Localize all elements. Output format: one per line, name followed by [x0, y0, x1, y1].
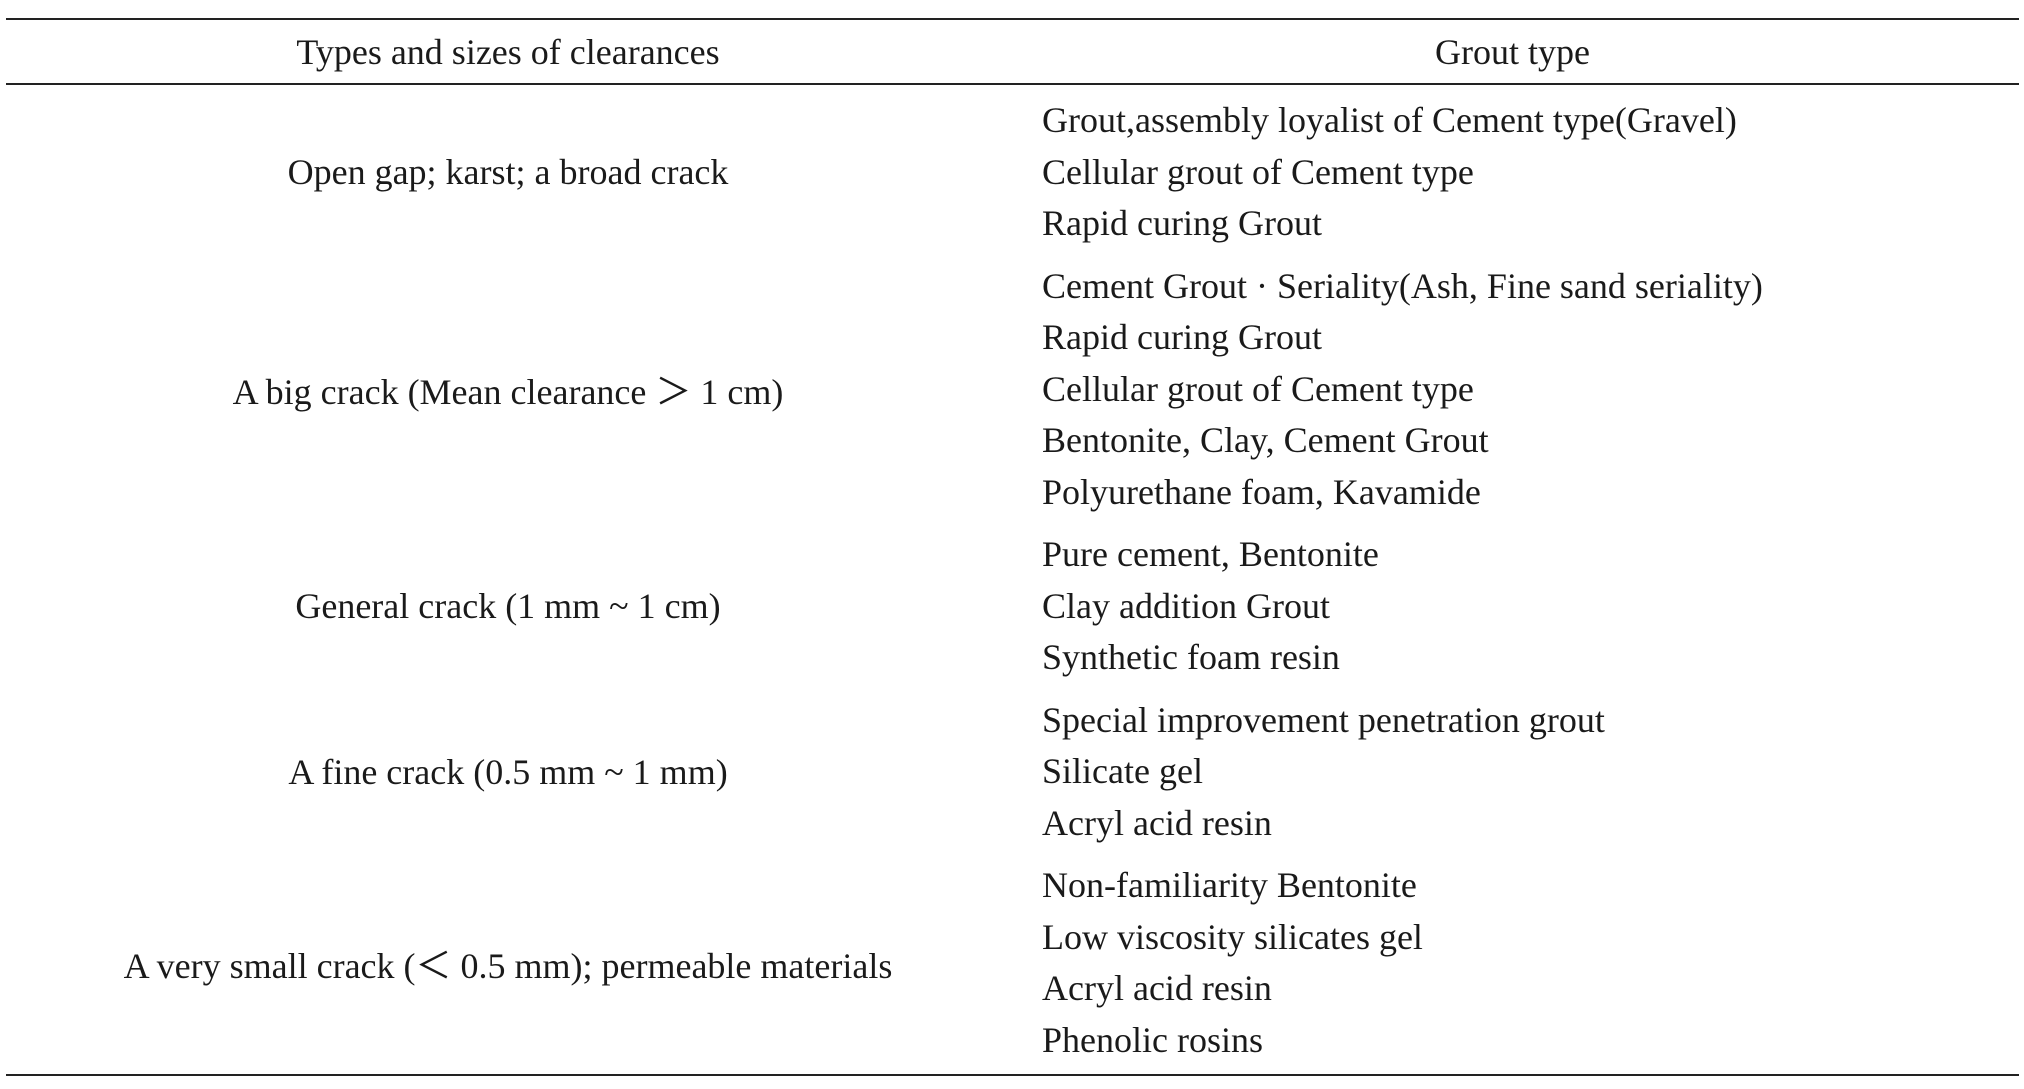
grout-item: Special improvement penetration grout — [1042, 699, 1605, 740]
grout-item: Cellular grout of Cement type — [1042, 368, 1474, 409]
table-row: A big crack (Mean clearance ＞ 1 cm) Ceme… — [6, 261, 2019, 519]
grout-item: Phenolic rosins — [1042, 1019, 1263, 1060]
grout-cell: Cement Grout · Seriality(Ash, Fine sand … — [1010, 261, 2019, 519]
grout-cell: Pure cement, Bentonite Clay addition Gro… — [1010, 529, 2019, 684]
clearance-cell: A big crack (Mean clearance ＞ 1 cm) — [232, 372, 784, 413]
grout-item: Non-familiarity Bentonite — [1042, 865, 1417, 905]
table-top-rule — [6, 18, 2019, 20]
grout-item: Synthetic foam resin — [1042, 637, 1340, 677]
grout-item: Polyurethane foam, Kavamide — [1042, 471, 1481, 512]
clearance-cell: General crack (1 mm ~ 1 cm) — [295, 586, 721, 627]
grout-item: Grout,assembly loyalist of Cement type(G… — [1042, 100, 1737, 140]
grout-cell: Special improvement penetration grout Si… — [1010, 695, 2019, 850]
clearance-cell: A very small crack (＜ 0.5 mm); permeable… — [123, 946, 893, 986]
table-row: General crack (1 mm ~ 1 cm) Pure cement,… — [6, 529, 2019, 684]
grout-item: Rapid curing Grout — [1042, 203, 1322, 243]
grout-item: Acryl acid resin — [1042, 968, 1272, 1008]
clearance-cell: A fine crack (0.5 mm ~ 1 mm) — [288, 751, 728, 792]
table-bottom-rule — [6, 1074, 2019, 1076]
table-header-rule — [6, 83, 2019, 85]
clearance-cell: Open gap; karst; a broad crack — [287, 152, 729, 193]
table-row: Open gap; karst; a broad crack Grout,ass… — [6, 95, 2019, 250]
table-row: A fine crack (0.5 mm ~ 1 mm) Special imp… — [6, 695, 2019, 850]
grout-item: Cement Grout · Seriality(Ash, Fine sand … — [1042, 265, 1763, 306]
grout-item: Cellular grout of Cement type — [1042, 151, 1474, 192]
grout-item: Acryl acid resin — [1042, 802, 1272, 843]
header-clearance: Types and sizes of clearances — [296, 31, 720, 72]
table-row: A very small crack (＜ 0.5 mm); permeable… — [6, 860, 2019, 1066]
grout-item: Bentonite, Clay, Cement Grout — [1042, 420, 1489, 460]
grout-table: Types and sizes of clearances Grout type… — [6, 18, 2019, 1076]
grout-item: Rapid curing Grout — [1042, 317, 1322, 357]
grout-item: Clay addition Grout — [1042, 585, 1330, 626]
table-body: Open gap; karst; a broad crack Grout,ass… — [6, 85, 2019, 1074]
grout-cell: Grout,assembly loyalist of Cement type(G… — [1010, 95, 2019, 250]
grout-item: Low viscosity silicates gel — [1042, 916, 1423, 957]
grout-cell: Non-familiarity Bentonite Low viscosity … — [1010, 860, 2019, 1066]
grout-item: Silicate gel — [1042, 751, 1203, 791]
grout-item: Pure cement, Bentonite — [1042, 534, 1379, 574]
table-header-row: Types and sizes of clearances Grout type — [6, 20, 2019, 83]
header-grout-type: Grout type — [1435, 31, 1590, 72]
